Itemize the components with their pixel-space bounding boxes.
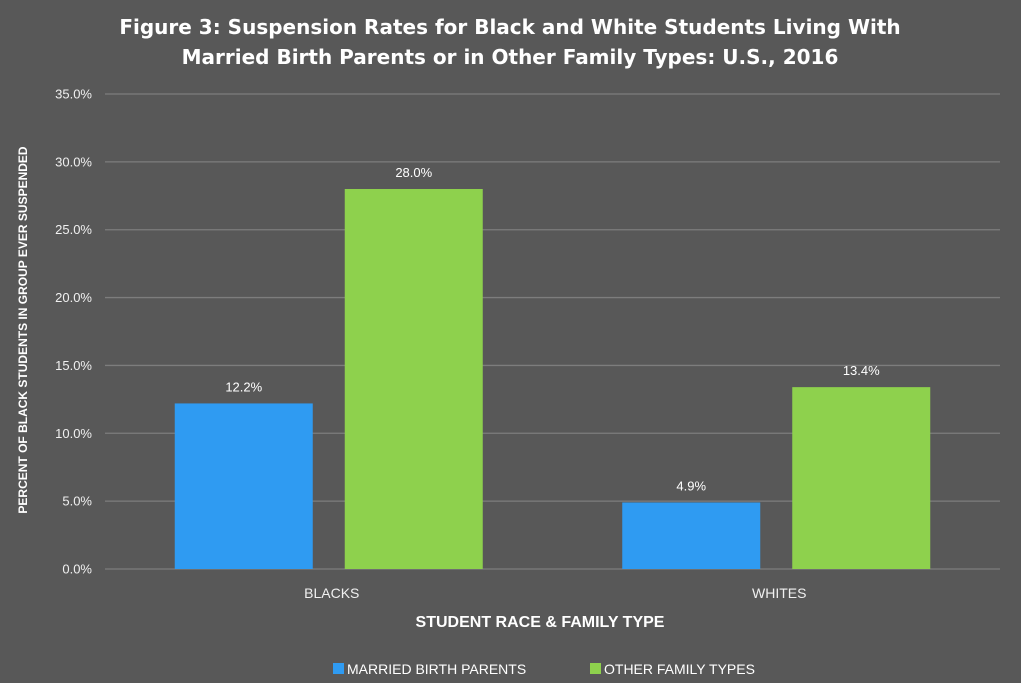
legend-swatch — [333, 663, 344, 674]
y-tick-label: 0.0% — [62, 562, 92, 577]
y-tick-label: 15.0% — [55, 358, 92, 373]
y-axis-ticks: 0.0% 5.0% 10.0% 15.0% 20.0% 25.0% 30.0% 35.0% — [55, 87, 92, 577]
x-category-label: WHITES — [752, 585, 806, 601]
x-axis-categories: BLACKS WHITES — [304, 585, 806, 601]
data-label: 13.4% — [843, 363, 880, 378]
bar-whites-married-birth-parents — [622, 502, 761, 569]
legend-label: OTHER FAMILY TYPES — [604, 661, 755, 677]
y-axis-title: PERCENT OF BLACK STUDENTS IN GROUP EVER … — [16, 146, 30, 513]
data-label: 4.9% — [676, 479, 706, 494]
y-tick-label: 20.0% — [55, 290, 92, 305]
x-axis-title: STUDENT RACE & FAMILY TYPE — [416, 614, 665, 631]
bars — [174, 189, 931, 569]
chart-title-line-2: Married Birth Parents or in Other Family… — [182, 45, 839, 69]
y-tick-label: 35.0% — [55, 87, 92, 102]
y-tick-label: 30.0% — [55, 154, 92, 169]
bar-blacks-other-family-types — [344, 189, 483, 569]
bar-whites-other-family-types — [792, 387, 931, 569]
data-label: 12.2% — [225, 379, 262, 394]
y-tick-label: 5.0% — [62, 494, 92, 509]
y-tick-label: 10.0% — [55, 426, 92, 441]
legend: MARRIED BIRTH PARENTS OTHER FAMILY TYPES — [333, 661, 755, 677]
x-category-label: BLACKS — [304, 585, 359, 601]
data-label: 28.0% — [395, 165, 432, 180]
legend-label: MARRIED BIRTH PARENTS — [347, 661, 526, 677]
y-tick-label: 25.0% — [55, 222, 92, 237]
data-labels: 12.2% 28.0% 4.9% 13.4% — [225, 165, 880, 494]
legend-swatch — [590, 663, 601, 674]
chart-title-line-1: Figure 3: Suspension Rates for Black and… — [119, 15, 900, 39]
bar-blacks-married-birth-parents — [174, 403, 313, 569]
